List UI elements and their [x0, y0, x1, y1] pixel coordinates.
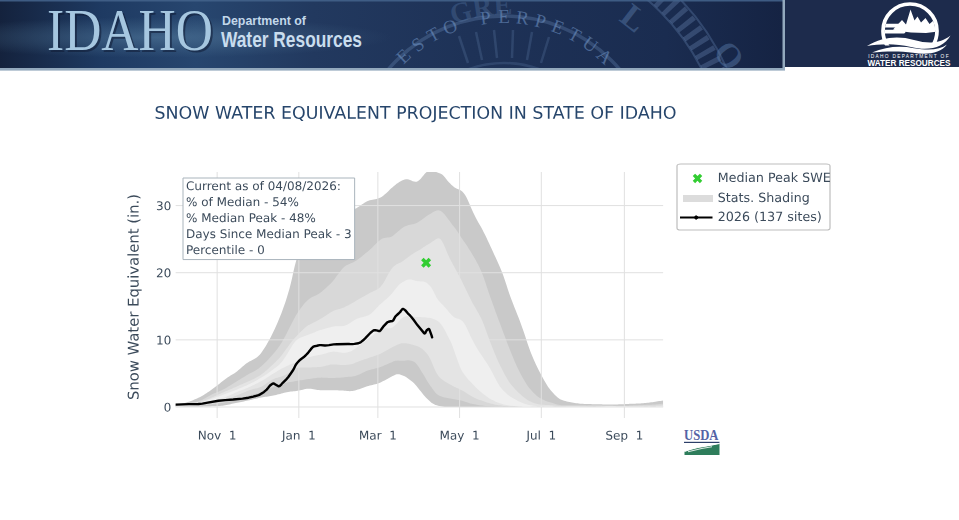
svg-text:USDA: USDA: [684, 428, 719, 443]
